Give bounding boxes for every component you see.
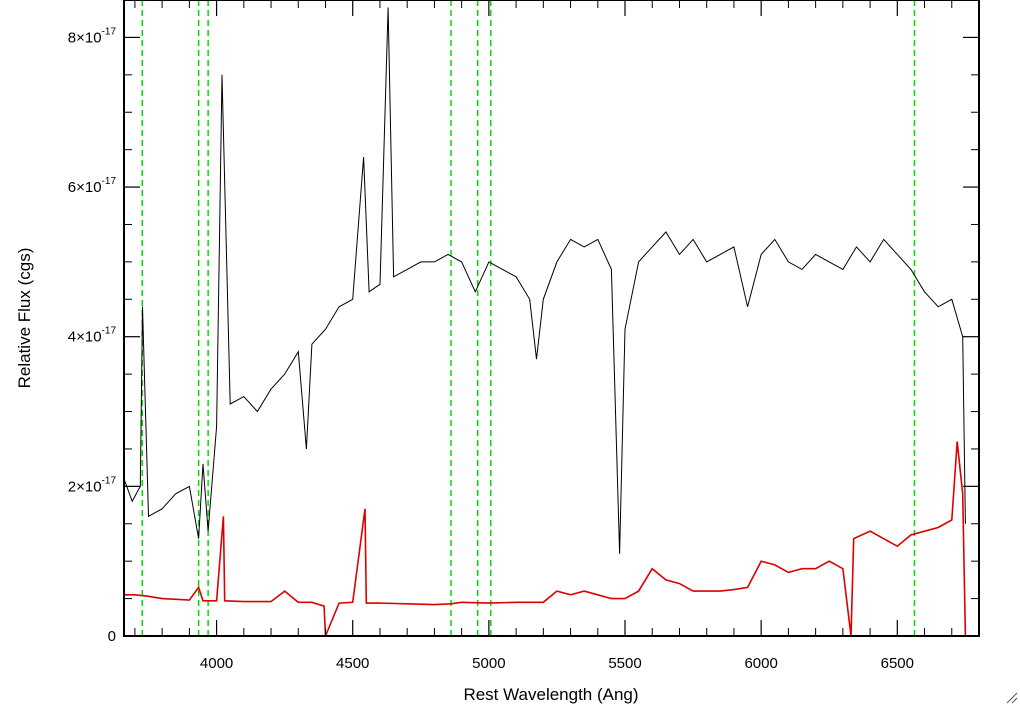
- x-tick-label: 4000: [200, 655, 233, 672]
- x-tick-label: 5000: [472, 655, 505, 672]
- y-tick-label: 4×10-17: [68, 326, 117, 346]
- x-tick-label: 6500: [881, 655, 914, 672]
- x-tick-label: 4500: [336, 655, 369, 672]
- y-tick-label: 6×10-17: [68, 176, 117, 196]
- x-tick-label: 6000: [744, 655, 777, 672]
- x-axis-title: Rest Wavelength (Ang): [463, 685, 638, 704]
- reference-lines: [141, 0, 916, 636]
- series-line-2: [124, 441, 967, 637]
- y-tick-label: 8×10-17: [68, 26, 117, 46]
- y-axis: 0 2×10-17 4×10-17 6×10-17 8×10-17: [68, 0, 979, 645]
- resize-grip-icon[interactable]: [1004, 690, 1018, 704]
- plot-frame: [123, 0, 980, 637]
- series-layer: [123, 7, 967, 637]
- x-axis: 4000 4500 5000 5500 6000 6500: [134, 0, 980, 672]
- y-axis-title: Relative Flux (cgs): [15, 248, 34, 389]
- x-tick-label: 5500: [608, 655, 641, 672]
- y-tick-label: 0: [108, 628, 116, 645]
- y-tick-label: 2×10-17: [68, 475, 117, 495]
- series-line-1: [123, 7, 966, 554]
